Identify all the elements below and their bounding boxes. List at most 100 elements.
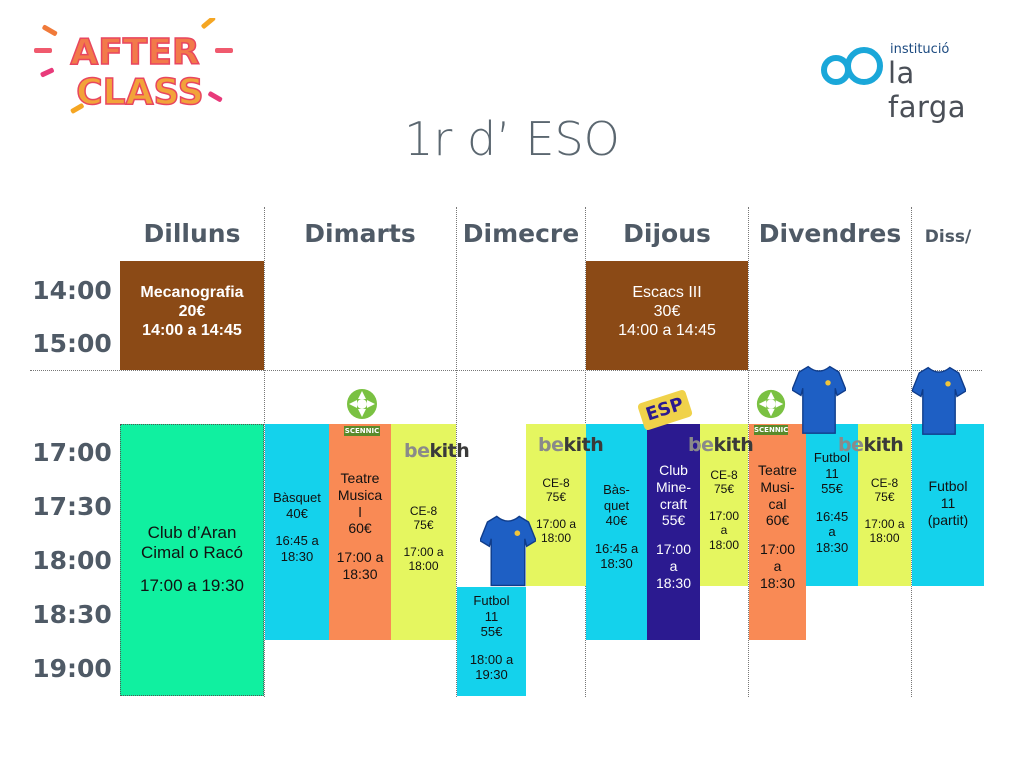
activity-text-line: Mine-	[655, 478, 691, 495]
activity-text-line: 18:30	[280, 548, 314, 564]
activity-text-line: Club	[659, 462, 688, 478]
activity-ce8-dimecres[interactable]: CE-8 75€ 17:00 a 18:00	[526, 424, 586, 586]
activity-text-line: 18:30	[759, 574, 796, 591]
activity-text-line: 11	[484, 608, 499, 624]
activity-text-line: Bàs-	[603, 482, 630, 497]
activity-ce8-dimarts[interactable]: CE-8 75€ 17:00 a 18:00	[391, 424, 456, 640]
bekith-logo-be: be	[538, 434, 564, 456]
activity-text-line: 55€	[821, 481, 843, 497]
activity-text-line: CE-8	[710, 468, 738, 482]
scennic-flower-icon	[347, 389, 377, 419]
activity-text-line: (partit)	[927, 511, 969, 528]
bekith-logo: bekith	[838, 434, 904, 456]
activity-text-line: 17:00 a	[336, 549, 384, 566]
break-divider	[30, 370, 982, 371]
activity-text-line: 18:00	[540, 531, 572, 546]
scennic-label: SCENNIC	[344, 426, 380, 436]
bekith-logo-kith: kith	[429, 440, 470, 462]
bekith-logo: bekith	[688, 434, 754, 456]
institution-logo: institució la farga	[820, 38, 990, 124]
bekith-logo-kith: kith	[713, 434, 754, 456]
bekith-logo-be: be	[838, 434, 864, 456]
activity-text-line: 16:45 a	[594, 540, 639, 556]
activity-text-line: Musi-	[760, 478, 795, 495]
activity-futbol-dimecres[interactable]: Futbol 11 55€ 18:00 a 19:30	[457, 587, 526, 696]
institution-symbol-icon	[821, 47, 883, 85]
activity-text-line: 18:00 a	[469, 651, 514, 667]
activity-text-line: l	[358, 503, 362, 520]
activity-text-line: 18:00	[708, 537, 740, 552]
activity-club-aran[interactable]: Club d’Aran Cimal o Racó 17:00 a 19:30	[120, 424, 264, 696]
activity-text-line: 18:30	[815, 539, 849, 555]
activity-text-line: 55€	[661, 512, 686, 529]
afterclass-line1: AFTER	[70, 32, 199, 73]
activity-escacs[interactable]: Escacs III 30€ 14:00 a 14:45	[586, 261, 748, 370]
activity-teatre-dimarts[interactable]: Teatre Musica l 60€ 17:00 a 18:30	[329, 424, 391, 640]
day-header-dilluns: Dilluns	[143, 219, 241, 248]
column-divider	[264, 207, 265, 697]
bekith-logo-be: be	[404, 440, 430, 462]
activity-text-line: a	[828, 524, 836, 540]
activity-text-line: 19:30	[475, 667, 508, 683]
page-title: 1r d’ ESO	[404, 112, 620, 166]
institution-small-label: institució	[890, 42, 950, 57]
activity-minecraft-dijous[interactable]: Club Mine-craft 55€ 17:00 a 18:30	[647, 424, 700, 640]
activity-text-line: Mecanografia	[140, 284, 244, 301]
bekith-logo-kith: kith	[863, 434, 904, 456]
activity-ce8-divendres[interactable]: CE-8 75€ 17:00 a 18:00	[858, 424, 911, 586]
activity-text-line: Futbol	[813, 450, 851, 465]
time-label: 17:00	[32, 438, 112, 467]
day-header-dimecres: Dimecre	[462, 219, 580, 248]
afterclass-line2: CLASS	[76, 72, 203, 113]
activity-text-line: 17:00	[759, 541, 796, 558]
activity-text-line: 17:00 a	[403, 544, 444, 559]
activity-futbol-dissabte[interactable]: Futbol 11 (partit)	[912, 424, 984, 586]
activity-text-line: 16:45	[815, 508, 849, 524]
activity-text-line: CE-8	[409, 504, 438, 518]
activity-teatre-divendres[interactable]: Teatre Musi-cal 60€ 17:00 a 18:30	[749, 424, 806, 640]
day-header-dimarts: Dimarts	[304, 219, 416, 248]
activity-text-line: CE-8	[542, 476, 570, 490]
activity-text-line: 75€	[545, 490, 567, 505]
activity-basquet-dijous[interactable]: Bàs-quet 40€ 16:45 a 18:30	[586, 424, 647, 640]
time-label: 14:00	[32, 276, 112, 305]
scennic-logo: SCENNIC	[344, 387, 380, 436]
activity-text-line: Musica	[337, 486, 383, 503]
activity-text-line: 40€	[605, 513, 628, 529]
activity-text-line: 18:30	[342, 565, 378, 582]
activity-mecanografia[interactable]: Mecanografia 20€ 14:00 a 14:45	[120, 261, 264, 370]
activity-text-line: 14:00 a 14:45	[142, 322, 242, 340]
time-label: 18:00	[32, 546, 112, 575]
time-label: 17:30	[32, 492, 112, 521]
scennic-flower-icon	[756, 389, 786, 419]
bekith-logo-be: be	[688, 434, 714, 456]
activity-text-line: 75€	[413, 518, 434, 533]
day-header-dijous: Dijous	[623, 219, 711, 248]
activity-text-line: craft	[659, 495, 688, 512]
scennic-logo: SCENNIC	[754, 388, 789, 435]
activity-text-line: 75€	[874, 490, 895, 505]
activity-basquet-dimarts[interactable]: Bàsquet 40€ 16:45 a 18:30	[265, 424, 329, 640]
splash-rays	[34, 16, 233, 114]
day-header-divendres: Divendres	[758, 219, 902, 248]
time-label: 18:30	[32, 600, 112, 629]
activity-text-line: 16:45 a	[275, 533, 319, 549]
activity-futbol-divendres[interactable]: Futbol 11 55€ 16:45 a 18:30	[806, 424, 858, 586]
activity-text-line: Teatre	[758, 462, 797, 478]
activity-text-line: 30€	[653, 303, 681, 321]
activity-text-line: quet	[603, 497, 630, 513]
activity-text-line: Cimal o Racó	[140, 543, 244, 563]
activity-text-line: 55€	[480, 624, 503, 640]
time-label: 19:00	[32, 654, 112, 683]
bekith-logo: bekith	[404, 440, 470, 462]
activity-text-line: 18:00	[869, 531, 900, 546]
activity-ce8-dijous[interactable]: CE-8 75€ 17:00 a 18:00	[700, 424, 748, 586]
activity-text-line: CE-8	[870, 476, 899, 490]
football-jersey-icon	[479, 512, 537, 593]
activity-text-line: 11	[825, 465, 839, 481]
football-jersey-icon	[791, 362, 847, 441]
activity-text-line: Club d’Aran	[147, 523, 237, 542]
activity-text-line: Teatre	[340, 470, 380, 486]
column-divider	[911, 207, 912, 697]
scennic-label: SCENNIC	[754, 425, 789, 435]
